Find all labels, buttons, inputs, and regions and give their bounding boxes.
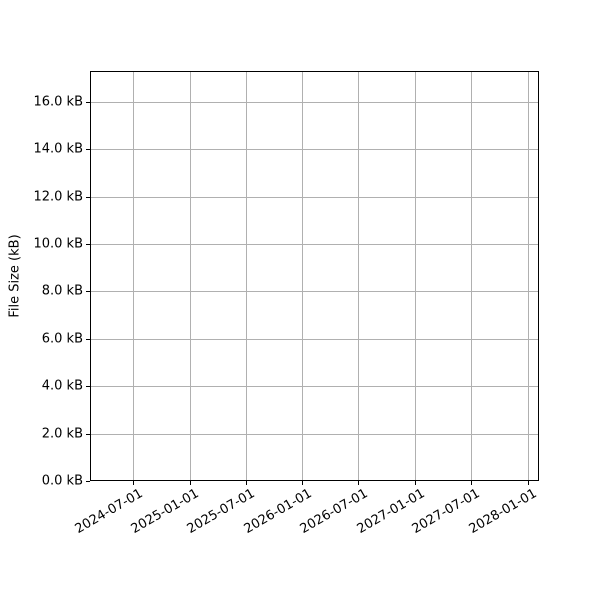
x-tick-mark: [527, 481, 529, 485]
y-tick-mark: [86, 102, 90, 103]
y-gridline: [91, 148, 538, 150]
y-tick-mark: [86, 434, 90, 435]
y-gridline: [91, 385, 538, 387]
y-gridline: [91, 290, 538, 292]
y-tick-label: 0.0 kB: [41, 473, 83, 489]
y-axis-title: File Size (kB): [7, 234, 23, 318]
x-gridline: [189, 72, 191, 480]
y-tick-mark: [86, 481, 90, 482]
y-gridline: [91, 433, 538, 435]
x-gridline: [245, 72, 247, 480]
x-gridline: [301, 72, 303, 480]
x-gridline: [527, 72, 529, 480]
y-tick-label: 12.0 kB: [33, 189, 83, 205]
y-tick-mark: [86, 197, 90, 198]
x-tick-mark: [470, 481, 472, 485]
x-gridline: [414, 72, 416, 480]
x-tick-mark: [189, 481, 191, 485]
y-tick-mark: [86, 339, 90, 340]
x-gridline: [470, 72, 472, 480]
x-gridline: [132, 72, 134, 480]
y-tick-mark: [86, 386, 90, 387]
plot-area: [90, 71, 539, 481]
y-tick-label: 14.0 kB: [33, 141, 83, 157]
x-tick-mark: [301, 481, 303, 485]
x-gridline: [357, 72, 359, 480]
y-gridline: [91, 196, 538, 198]
y-tick-label: 10.0 kB: [33, 236, 83, 252]
y-gridline: [91, 338, 538, 340]
y-tick-label: 6.0 kB: [41, 331, 83, 347]
y-tick-label: 8.0 kB: [41, 283, 83, 299]
y-tick-mark: [86, 244, 90, 245]
y-gridline: [91, 243, 538, 245]
y-gridline: [91, 101, 538, 103]
y-tick-mark: [86, 291, 90, 292]
x-tick-mark: [414, 481, 416, 485]
y-tick-label: 4.0 kB: [41, 378, 83, 394]
x-tick-mark: [245, 481, 247, 485]
y-tick-mark: [86, 149, 90, 150]
x-tick-mark: [132, 481, 134, 485]
x-tick-mark: [357, 481, 359, 485]
y-tick-label: 16.0 kB: [33, 94, 83, 110]
y-tick-label: 2.0 kB: [41, 426, 83, 442]
